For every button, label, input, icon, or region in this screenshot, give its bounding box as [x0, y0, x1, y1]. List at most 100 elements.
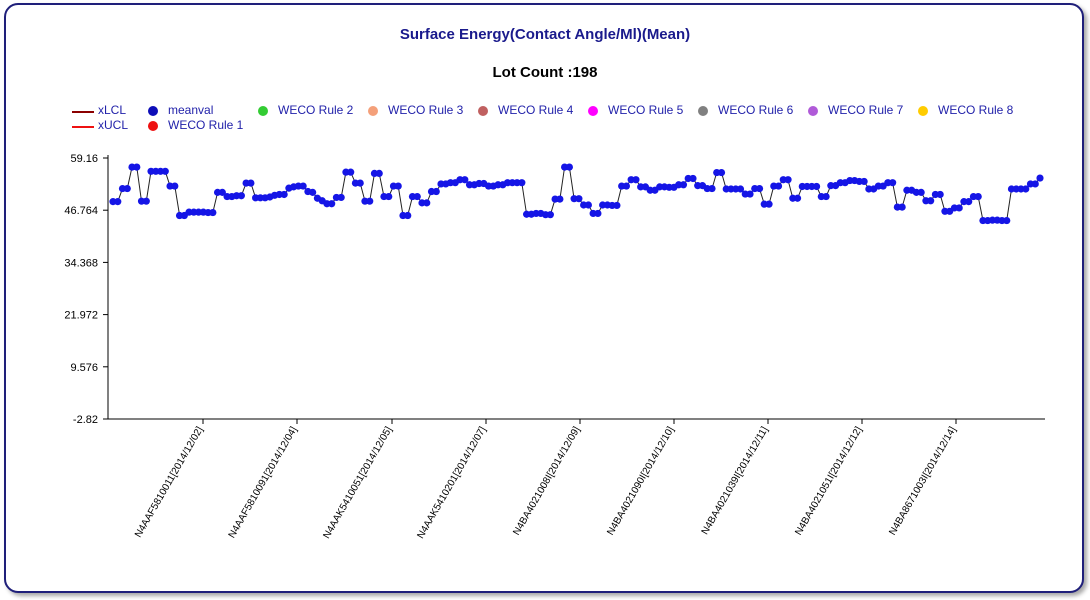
chart-subtitle: Lot Count :198 — [492, 64, 598, 81]
x-tick-label: N4AAF5810011[2014/12/02] — [133, 425, 206, 540]
data-point — [366, 197, 374, 205]
y-tick-label: 59.16 — [70, 153, 98, 165]
data-point — [461, 176, 469, 184]
data-point — [546, 211, 554, 219]
data-point — [1036, 174, 1044, 182]
y-tick-label: 46.764 — [64, 205, 98, 217]
data-point — [123, 184, 131, 193]
legend-swatch-weco-rule-1 — [148, 121, 158, 131]
data-point — [309, 188, 317, 196]
x-tick-label: N4AAF5810091[2014/12/04] — [227, 425, 300, 540]
data-point — [337, 193, 345, 202]
data-point — [889, 179, 897, 187]
chart-frame — [4, 3, 1084, 593]
data-point — [142, 197, 150, 205]
x-tick-label: N4AAK5410051[2014/12/05] — [321, 425, 394, 541]
x-tick-label: N4BA4021090I[2014/12/10] — [605, 425, 676, 538]
data-point — [974, 192, 982, 201]
legend-swatch-weco-rule-8 — [918, 106, 928, 116]
legend-label-weco-rule-6: WECO Rule 6 — [718, 103, 794, 117]
data-point — [565, 163, 573, 171]
legend-swatch-xlcl — [72, 111, 94, 113]
legend-swatch-weco-rule-4 — [478, 106, 488, 116]
data-point — [413, 192, 421, 201]
legend-label-weco-rule-8: WECO Rule 8 — [938, 103, 1014, 117]
data-point — [432, 187, 440, 196]
legend-swatch-weco-rule-3 — [368, 106, 378, 116]
data-point — [784, 176, 792, 184]
data-point — [299, 182, 307, 190]
data-point — [717, 168, 726, 177]
data-point — [927, 197, 935, 205]
legend-label-xlcl: xLCL — [98, 103, 127, 117]
legend-swatch-weco-rule-7 — [808, 106, 818, 116]
data-point — [594, 209, 602, 218]
legend-label-meanval: meanval — [168, 103, 214, 117]
data-point — [613, 201, 621, 210]
data-point — [133, 163, 141, 171]
data-point — [812, 182, 821, 191]
data-point — [280, 190, 288, 199]
data-point — [965, 198, 973, 206]
data-point — [584, 201, 592, 209]
y-tick-label: -2.82 — [73, 414, 98, 426]
legend-swatch-meanval — [148, 106, 158, 116]
legend-label-weco-rule-1: WECO Rule 1 — [168, 118, 244, 132]
data-point — [347, 168, 355, 176]
data-point — [765, 200, 773, 208]
legend-label-xucl: xUCL — [98, 118, 129, 132]
legend-label-weco-rule-2: WECO Rule 2 — [278, 103, 354, 117]
data-point — [404, 211, 412, 220]
data-point — [955, 204, 963, 212]
legend-label-weco-rule-3: WECO Rule 3 — [388, 103, 464, 117]
data-point — [632, 176, 640, 184]
data-point — [161, 167, 169, 175]
data-point — [679, 181, 688, 189]
data-point — [917, 188, 925, 196]
data-point — [1031, 180, 1039, 188]
y-tick-label: 9.576 — [70, 362, 98, 374]
data-point — [247, 179, 255, 187]
y-tick-label: 21.972 — [64, 310, 98, 322]
data-point — [114, 198, 122, 206]
data-point — [793, 194, 802, 202]
chart-title: Surface Energy(Contact Angle/Ml)(Mean) — [399, 26, 691, 43]
legend-label-weco-rule-7: WECO Rule 7 — [828, 103, 904, 117]
data-point — [385, 192, 393, 201]
data-point — [575, 195, 583, 203]
data-point — [394, 182, 402, 190]
legend-label-weco-rule-5: WECO Rule 5 — [608, 103, 684, 117]
legend-swatch-xucl — [72, 126, 94, 128]
data-point — [689, 174, 697, 183]
x-tick-label: N4AAK5410201[2014/12/07] — [415, 425, 488, 541]
data-point — [423, 199, 431, 207]
data-point — [556, 195, 564, 203]
data-point — [774, 182, 783, 190]
data-point — [328, 200, 336, 208]
data-point — [209, 208, 217, 217]
legend-swatch-weco-rule-2 — [258, 106, 268, 116]
data-point — [1003, 216, 1011, 225]
data-point — [755, 184, 764, 193]
y-tick-label: 34.368 — [64, 257, 98, 269]
data-point — [898, 203, 906, 211]
legend-swatch-weco-rule-5 — [588, 106, 598, 116]
data-point — [356, 179, 364, 187]
x-tick-label: N4BA4021051I[2014/12/12] — [793, 425, 864, 538]
x-tick-label: N4BA4021008I[2014/12/09] — [511, 425, 582, 538]
data-point — [237, 192, 245, 200]
data-point — [822, 192, 830, 201]
data-point — [375, 169, 383, 178]
data-point — [622, 182, 631, 190]
data-point — [746, 190, 754, 198]
data-point — [708, 184, 716, 193]
data-point — [1022, 185, 1030, 193]
data-point — [860, 177, 868, 186]
series-line-meanval — [113, 166, 1041, 222]
legend-swatch-weco-rule-6 — [698, 106, 708, 116]
data-point — [936, 190, 944, 199]
data-point — [736, 185, 745, 193]
data-point — [171, 182, 179, 190]
x-tick-label: N4BA8671003I[2014/12/14] — [887, 425, 958, 538]
